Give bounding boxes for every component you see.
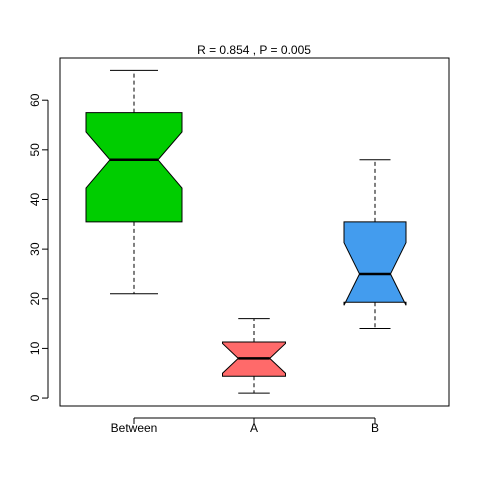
box [85, 112, 183, 223]
y-tick-label: 20 [28, 292, 42, 306]
x-tick-label: Between [111, 421, 158, 435]
plot-frame [59, 57, 450, 407]
y-tick-label: 40 [28, 192, 42, 206]
x-tick-label: A [250, 421, 258, 435]
box [343, 221, 407, 306]
y-tick-label: 50 [28, 143, 42, 157]
y-tick-label: 0 [28, 394, 42, 401]
chart-title: R = 0.854 , P = 0.005 [197, 43, 311, 57]
y-tick-label: 30 [28, 242, 42, 256]
y-tick-label: 10 [28, 341, 42, 355]
y-tick-label: 60 [28, 93, 42, 107]
x-tick-label: B [371, 421, 379, 435]
